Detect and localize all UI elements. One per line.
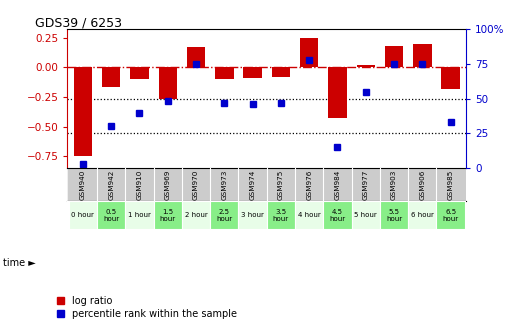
Bar [243, 67, 262, 78]
Text: GSM974: GSM974 [250, 169, 255, 200]
Bar [300, 38, 319, 67]
Text: 1.5
hour: 1.5 hour [160, 209, 176, 222]
Bar [187, 47, 205, 67]
Text: 3.5
hour: 3.5 hour [273, 209, 289, 222]
Bar [323, 201, 352, 229]
Text: 4 hour: 4 hour [298, 212, 321, 218]
Text: GSM969: GSM969 [165, 169, 171, 200]
Bar [267, 201, 295, 229]
Bar [125, 201, 154, 229]
Bar [413, 43, 431, 67]
Text: GSM940: GSM940 [80, 169, 86, 200]
Text: GSM970: GSM970 [193, 169, 199, 200]
Bar [182, 201, 210, 229]
Text: GSM976: GSM976 [306, 169, 312, 200]
Text: GSM906: GSM906 [420, 169, 425, 200]
Bar [210, 201, 238, 229]
Text: 4.5
hour: 4.5 hour [329, 209, 346, 222]
Bar [154, 201, 182, 229]
Text: GSM985: GSM985 [448, 169, 454, 200]
Text: 2 hour: 2 hour [185, 212, 207, 218]
Text: GSM903: GSM903 [391, 169, 397, 200]
Text: 5.5
hour: 5.5 hour [386, 209, 402, 222]
Bar [69, 201, 97, 229]
Text: 0.5
hour: 0.5 hour [103, 209, 119, 222]
Text: GSM942: GSM942 [108, 169, 114, 200]
Text: 5 hour: 5 hour [354, 212, 377, 218]
Bar [102, 67, 120, 87]
Text: GSM910: GSM910 [136, 169, 142, 200]
Bar [328, 67, 347, 118]
Text: GSM977: GSM977 [363, 169, 369, 200]
Bar [238, 201, 267, 229]
Text: 6 hour: 6 hour [411, 212, 434, 218]
Text: GSM975: GSM975 [278, 169, 284, 200]
Bar [352, 201, 380, 229]
Text: GSM973: GSM973 [221, 169, 227, 200]
Bar [131, 67, 149, 79]
Text: GDS39 / 6253: GDS39 / 6253 [35, 16, 122, 29]
Bar [295, 201, 323, 229]
Legend: log ratio, percentile rank within the sample: log ratio, percentile rank within the sa… [56, 296, 237, 319]
Bar [437, 201, 465, 229]
Text: GSM984: GSM984 [335, 169, 340, 200]
Text: time ►: time ► [3, 258, 35, 268]
Bar [380, 201, 408, 229]
Text: 2.5
hour: 2.5 hour [217, 209, 233, 222]
Bar [97, 201, 125, 229]
Text: 1 hour: 1 hour [128, 212, 151, 218]
Bar [356, 65, 375, 67]
Bar [74, 67, 92, 156]
Bar [408, 201, 437, 229]
Bar [159, 67, 177, 99]
Bar [441, 67, 460, 89]
Text: 3 hour: 3 hour [241, 212, 264, 218]
Text: 6.5
hour: 6.5 hour [442, 209, 459, 222]
Bar [385, 46, 403, 67]
Text: 0 hour: 0 hour [71, 212, 94, 218]
Bar [215, 67, 234, 79]
Bar [272, 67, 290, 77]
